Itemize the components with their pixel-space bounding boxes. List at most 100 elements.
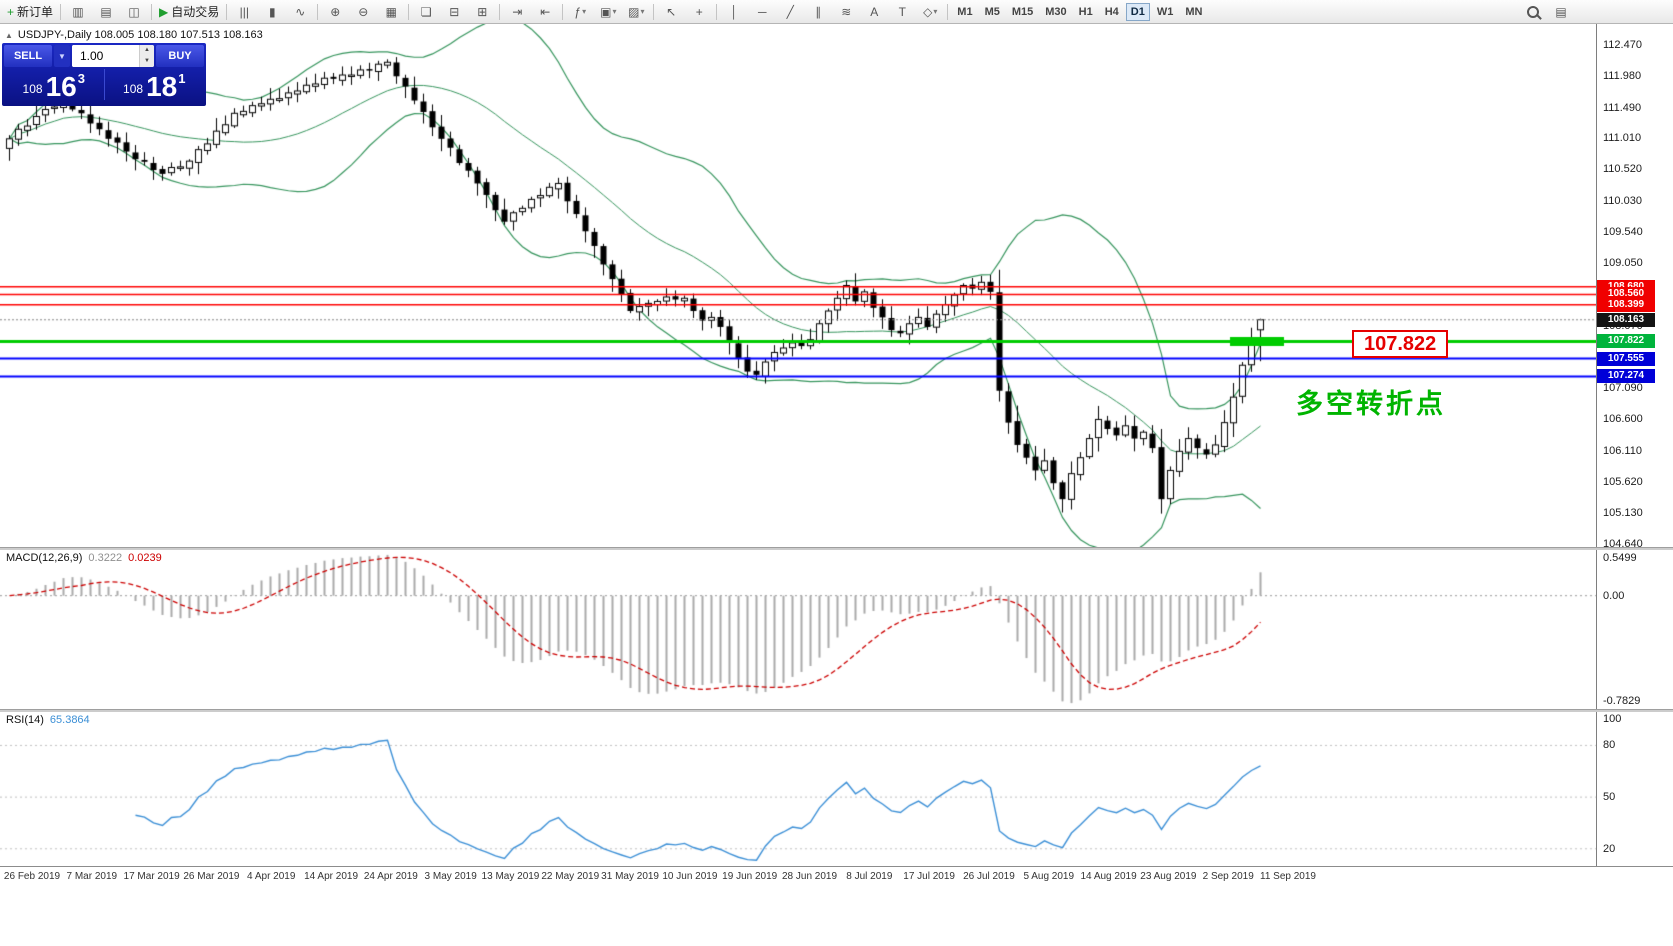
macd-signal-value: 0.0239: [128, 552, 162, 564]
price-axis-label: 106.110: [1603, 444, 1642, 457]
buy-price-frac: 1: [178, 71, 186, 86]
time-axis-label: 22 May 2019: [541, 871, 600, 882]
time-axis-label: 5 Aug 2019: [1023, 871, 1075, 882]
timeframe-m15-button[interactable]: M15: [1011, 5, 1034, 18]
navigator-button[interactable]: ◫: [121, 1, 147, 23]
text-button[interactable]: A: [861, 1, 887, 23]
auto-trading-button[interactable]: ▶ 自动交易: [156, 1, 222, 23]
timeframe-w1-button[interactable]: W1: [1156, 5, 1174, 18]
fibonacci-button[interactable]: ≋: [833, 1, 859, 23]
tile-vertical-button[interactable]: ⊞: [469, 1, 495, 23]
time-axis-label: 3 May 2019: [424, 871, 477, 882]
cascade-windows-button[interactable]: ❏: [413, 1, 439, 23]
vertical-line-button[interactable]: │: [721, 1, 747, 23]
volume-input[interactable]: [72, 45, 139, 67]
indicators-button[interactable]: ƒ ▾: [567, 1, 593, 23]
timeframe-m1-button[interactable]: M1: [957, 5, 973, 18]
candlestick-chart-icon: ▮: [268, 4, 276, 19]
sell-price[interactable]: 108 16 3: [4, 67, 104, 102]
buy-price[interactable]: 108 18 1: [105, 67, 205, 102]
navigator-icon: ◫: [128, 4, 140, 19]
line-chart-button[interactable]: ∿: [287, 1, 313, 23]
volume-preset-dropdown[interactable]: ▼: [54, 45, 70, 67]
time-axis-label: 13 May 2019: [481, 871, 540, 882]
timeframe-h4-button[interactable]: H4: [1104, 5, 1119, 18]
templates-icon: ▨: [628, 4, 640, 19]
timeframe-m30-button[interactable]: M30: [1045, 5, 1067, 18]
rsi-panel-canvas[interactable]: [0, 711, 1596, 866]
market-watch-button[interactable]: ▥: [65, 1, 91, 23]
cursor-button[interactable]: ↖: [658, 1, 684, 23]
timeframe-mn-button[interactable]: MN: [1185, 5, 1203, 18]
chart-shift-button[interactable]: ⇤: [532, 1, 558, 23]
timeframe-d1-button[interactable]: D1: [1125, 2, 1150, 21]
toolbar-separator: [408, 3, 410, 20]
toolbar-separator: [226, 3, 228, 20]
zoom-out-icon: ⊖: [358, 4, 369, 19]
time-axis-label: 14 Apr 2019: [304, 871, 359, 882]
time-axis-label: 10 Jun 2019: [662, 871, 718, 882]
periods-button[interactable]: ▣ ▾: [595, 1, 621, 23]
chevron-down-icon: ▾: [933, 6, 938, 16]
text-icon: A: [870, 4, 879, 19]
text-label-icon: T: [898, 4, 906, 19]
chart-list-button[interactable]: ▤: [1548, 1, 1574, 23]
chevron-down-icon: ▾: [640, 6, 645, 16]
timeframe-m5-button[interactable]: M5: [984, 5, 1000, 18]
candlestick-chart-button[interactable]: ▮: [259, 1, 285, 23]
volume-down-button[interactable]: ▼: [140, 56, 154, 67]
tile-horizontal-button[interactable]: ⊟: [441, 1, 467, 23]
text-label-button[interactable]: T: [889, 1, 915, 23]
crosshair-button[interactable]: +: [686, 1, 712, 23]
indicators-icon: ƒ: [574, 4, 582, 19]
channel-icon: ∥: [815, 4, 822, 19]
collapse-panel-icon[interactable]: ▲: [5, 31, 13, 40]
timeframe-h1-button[interactable]: H1: [1078, 5, 1093, 18]
sell-button[interactable]: SELL: [4, 45, 52, 67]
buy-button[interactable]: BUY: [156, 45, 204, 67]
one-click-trading-panel: SELL ▼ ▲ ▼ BUY 108 16 3 108 18 1: [2, 43, 206, 106]
new-order-button[interactable]: + 新订单: [4, 1, 56, 23]
macd-name: MACD(12,26,9): [6, 552, 83, 564]
panel-splitter[interactable]: [0, 709, 1673, 712]
turning-point-annotation: 多空转折点: [1296, 389, 1446, 419]
price-axis-label: 111.490: [1603, 101, 1642, 114]
bar-chart-button[interactable]: |||: [231, 1, 257, 23]
bar-chart-icon: |||: [239, 4, 249, 19]
data-window-button[interactable]: ▤: [93, 1, 119, 23]
auto-scroll-button[interactable]: ⇥: [504, 1, 530, 23]
time-axis-label: 26 Mar 2019: [183, 871, 240, 882]
price-axis[interactable]: [1596, 24, 1673, 886]
line-chart-icon: ∿: [295, 4, 306, 19]
rsi-axis-label: 80: [1603, 739, 1616, 752]
time-axis-label: 7 Mar 2019: [66, 871, 118, 882]
zoom-out-button[interactable]: ⊖: [350, 1, 376, 23]
sell-price-pips: 16: [45, 70, 77, 102]
time-axis-label: 26 Jul 2019: [963, 871, 1015, 882]
channel-button[interactable]: ∥: [805, 1, 831, 23]
macd-panel-canvas[interactable]: [0, 549, 1596, 709]
search-button[interactable]: [1520, 1, 1546, 23]
horizontal-line-button[interactable]: ─: [749, 1, 775, 23]
tile-horizontal-icon: ⊟: [449, 4, 460, 19]
price-chart-canvas[interactable]: [0, 24, 1596, 547]
auto-scroll-icon: ⇥: [512, 4, 523, 19]
trendline-button[interactable]: ╱: [777, 1, 803, 23]
shapes-button[interactable]: ◇ ▾: [917, 1, 943, 23]
volume-up-button[interactable]: ▲: [140, 45, 154, 56]
time-axis-label: 17 Mar 2019: [123, 871, 180, 882]
time-axis[interactable]: 26 Feb 2019 7 Mar 2019 17 Mar 2019 26 Mar 2…: [0, 866, 1673, 889]
zoom-in-button[interactable]: ⊕: [322, 1, 348, 23]
rsi-axis-label: 20: [1603, 842, 1616, 855]
toolbar-separator: [499, 3, 501, 20]
templates-button[interactable]: ▨ ▾: [623, 1, 649, 23]
tile-windows-button[interactable]: ▦: [378, 1, 404, 23]
toolbar-separator: [716, 3, 718, 20]
price-divider: [103, 69, 105, 100]
toolbar-separator: [317, 3, 319, 20]
price-level-label[interactable]: 107.822: [1352, 330, 1449, 358]
price-axis-label: 105.620: [1603, 475, 1643, 488]
chart-ohlc-header: ▲ USDJPY-,Daily 108.005 108.180 107.513 1…: [5, 29, 263, 41]
panel-splitter[interactable]: [0, 547, 1673, 550]
